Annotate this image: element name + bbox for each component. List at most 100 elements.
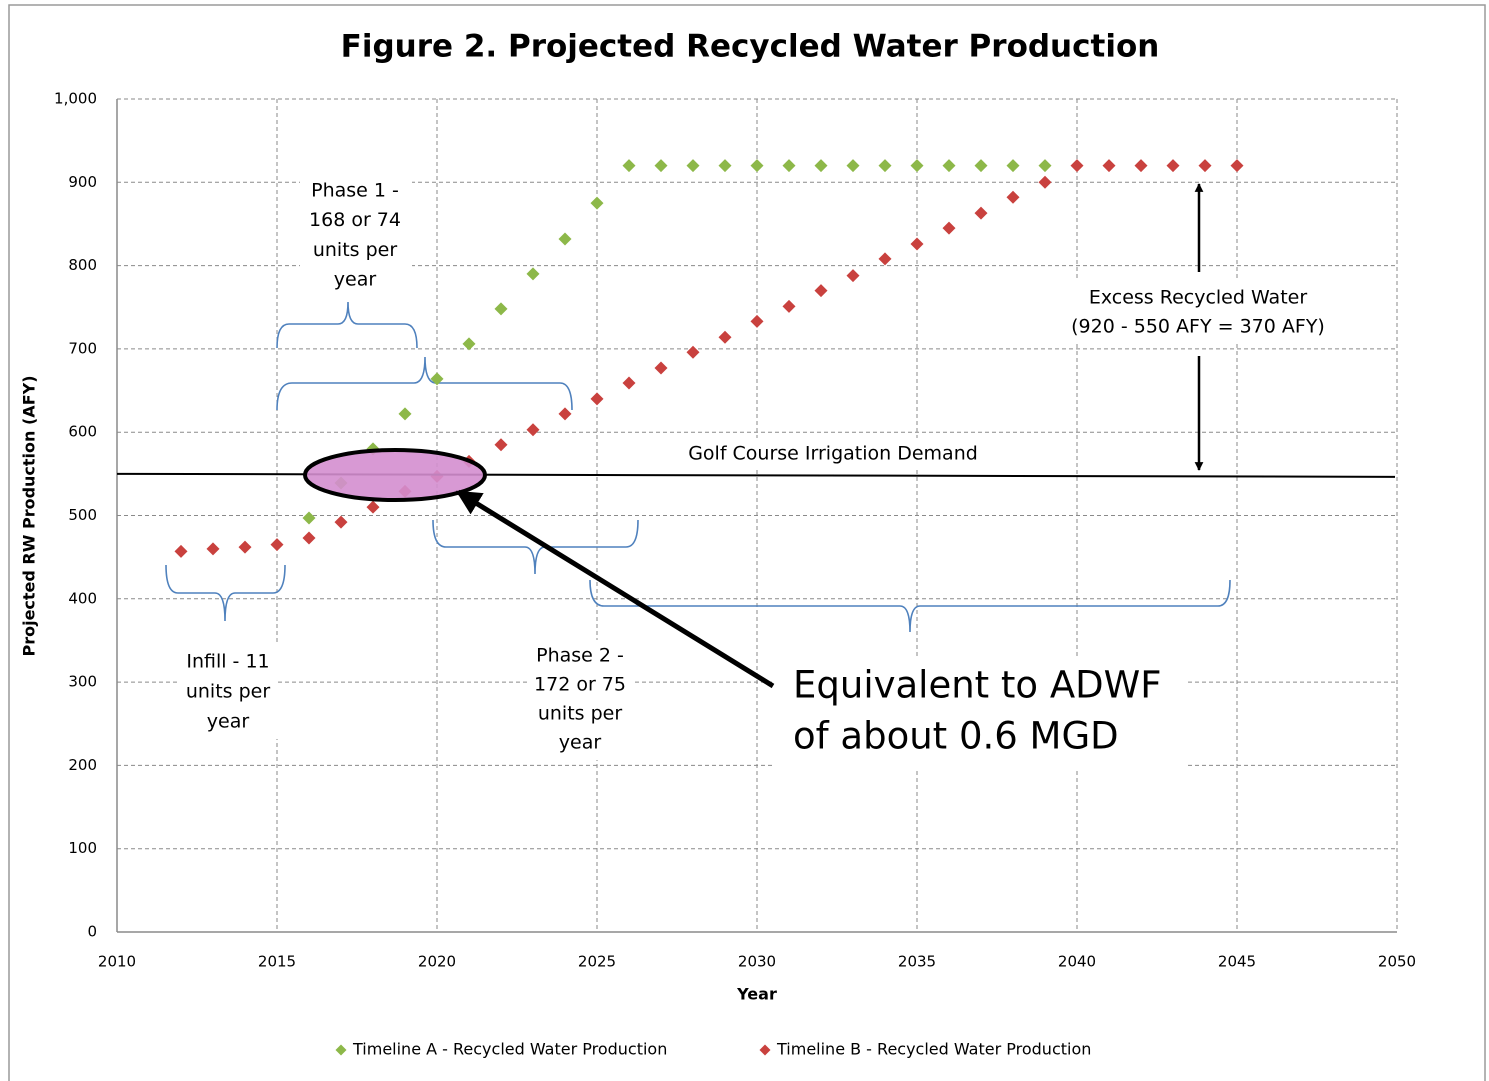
y-tick-label: 400 xyxy=(68,589,97,607)
point xyxy=(910,237,924,251)
point xyxy=(814,284,828,298)
point xyxy=(622,376,636,390)
annotation-backgrounds xyxy=(178,172,1326,768)
brace xyxy=(276,301,418,349)
x-tick-label: 2035 xyxy=(898,953,936,971)
point xyxy=(302,531,316,545)
y-tick-label: 300 xyxy=(68,673,97,691)
annotation: 172 or 75 xyxy=(534,674,626,696)
point xyxy=(494,438,508,452)
y-tick-label: 900 xyxy=(68,173,97,191)
legend-marker xyxy=(759,1044,771,1056)
bg xyxy=(1070,280,1326,344)
annotation: of about 0.6 MGD xyxy=(793,715,1119,758)
point xyxy=(590,392,604,406)
point xyxy=(942,221,956,235)
annotation: year xyxy=(334,269,377,291)
point xyxy=(398,407,412,421)
point xyxy=(750,314,764,328)
brace xyxy=(589,579,1231,633)
point xyxy=(526,267,540,281)
point xyxy=(782,299,796,313)
annotation: units per xyxy=(313,239,398,261)
annotation: Infill - 11 xyxy=(186,651,269,673)
point xyxy=(1198,159,1212,173)
point xyxy=(782,159,796,173)
annotation: units per xyxy=(538,703,623,725)
point xyxy=(1038,159,1052,173)
annotation: Equivalent to ADWF xyxy=(793,664,1162,707)
point xyxy=(238,540,252,554)
point xyxy=(206,542,220,556)
x-axis-title: Year xyxy=(736,985,777,1004)
annotation: Excess Recycled Water xyxy=(1089,287,1307,309)
x-tick-label: 2010 xyxy=(98,953,136,971)
point xyxy=(1102,159,1116,173)
point xyxy=(558,407,572,421)
point xyxy=(718,159,732,173)
point xyxy=(270,538,284,552)
point xyxy=(430,372,444,386)
point xyxy=(654,361,668,375)
y-tick-label: 100 xyxy=(68,839,97,857)
y-tick-label: 500 xyxy=(68,506,97,524)
reference-label: Golf Course Irrigation Demand xyxy=(688,443,978,465)
point xyxy=(814,159,828,173)
point xyxy=(846,269,860,283)
grid xyxy=(116,98,1398,933)
y-tick-label: 1,000 xyxy=(54,90,97,108)
x-tick-label: 2030 xyxy=(738,953,776,971)
bg xyxy=(528,640,634,760)
chart-title: Figure 2. Projected Recycled Water Produ… xyxy=(341,29,1160,65)
point xyxy=(718,330,732,344)
legend-label: Timeline A - Recycled Water Production xyxy=(352,1040,667,1059)
annotation: 168 or 74 xyxy=(309,209,401,231)
point xyxy=(878,159,892,173)
point xyxy=(462,337,476,351)
annotation: units per xyxy=(186,681,271,703)
point xyxy=(878,252,892,266)
point xyxy=(910,159,924,173)
y-tick-label: 800 xyxy=(68,256,97,274)
x-tick-label: 2045 xyxy=(1218,953,1256,971)
point xyxy=(1006,159,1020,173)
annotation: Phase 1 - xyxy=(311,180,399,202)
annotations: Phase 1 - 168 or 74 units per year Infill - … xyxy=(186,180,1325,758)
bg xyxy=(678,438,990,470)
annotation: year xyxy=(559,732,602,754)
bg xyxy=(300,172,412,296)
x-tick-label: 2015 xyxy=(258,953,296,971)
point xyxy=(846,159,860,173)
y-axis-title: Projected RW Production (AFY) xyxy=(20,375,39,656)
point xyxy=(1230,159,1244,173)
point xyxy=(750,159,764,173)
point xyxy=(1006,190,1020,204)
bg xyxy=(772,656,1188,768)
point xyxy=(1166,159,1180,173)
point xyxy=(974,206,988,220)
point xyxy=(174,544,188,558)
y-tick-label: 0 xyxy=(87,923,97,941)
point xyxy=(686,345,700,359)
bg xyxy=(178,645,278,739)
point xyxy=(366,500,380,514)
point xyxy=(1038,175,1052,189)
point xyxy=(302,511,316,525)
point xyxy=(974,159,988,173)
point xyxy=(622,159,636,173)
braces xyxy=(165,301,1231,633)
x-tick-label: 2050 xyxy=(1378,953,1416,971)
legend-marker xyxy=(335,1044,347,1056)
y-tick-label: 700 xyxy=(68,339,97,357)
x-tick-label: 2020 xyxy=(418,953,456,971)
callout-arrow xyxy=(455,489,775,689)
point xyxy=(1134,159,1148,173)
frame xyxy=(8,4,1486,1081)
annotation: (920 - 550 AFY = 370 AFY) xyxy=(1071,316,1325,338)
point xyxy=(526,423,540,437)
point xyxy=(494,302,508,316)
legend-label: Timeline B - Recycled Water Production xyxy=(776,1040,1091,1059)
point xyxy=(558,232,572,246)
brace xyxy=(165,564,286,622)
